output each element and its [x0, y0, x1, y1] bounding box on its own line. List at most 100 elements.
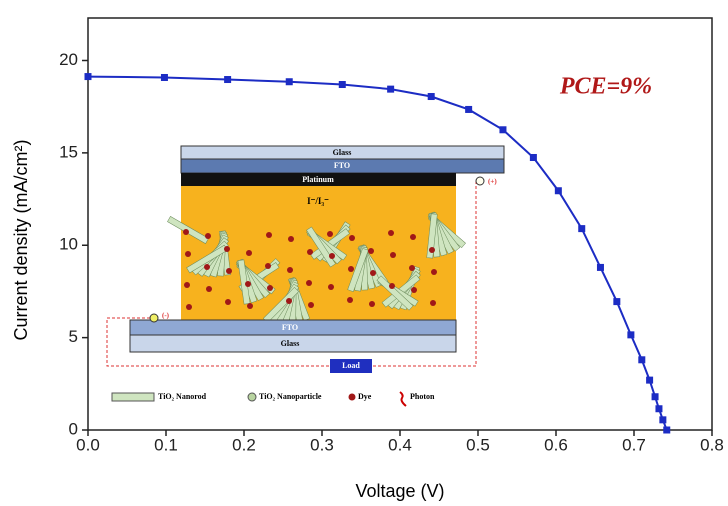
inset-label: FTO — [334, 161, 350, 170]
data-point — [84, 73, 92, 81]
dye — [204, 264, 210, 270]
dye — [225, 299, 231, 305]
legend-swatch — [399, 391, 407, 407]
inset-legend: TiO₂ Nanoparticle — [259, 392, 322, 401]
inset-label: FTO — [282, 323, 298, 332]
nanorod — [306, 226, 336, 268]
dye — [267, 285, 273, 291]
dye — [431, 269, 437, 275]
dye — [327, 231, 333, 237]
inset-legend: TiO₂ Nanorod — [158, 392, 207, 401]
data-point — [529, 153, 537, 161]
data-point — [663, 426, 671, 434]
x-tick-label: 0.5 — [466, 435, 490, 454]
legend-swatch — [247, 392, 257, 402]
dye — [205, 233, 211, 239]
legend-swatch — [111, 392, 155, 402]
inset-label: Glass — [281, 339, 300, 348]
circuit — [372, 181, 477, 367]
dye — [308, 302, 314, 308]
nanorod — [376, 275, 414, 311]
dye — [429, 247, 435, 253]
x-tick-label: 0.1 — [154, 435, 178, 454]
dye — [186, 304, 192, 310]
dye — [349, 235, 355, 241]
inset-label: Platinum — [302, 175, 334, 184]
load-box — [330, 359, 372, 373]
dye — [430, 300, 436, 306]
dye — [247, 303, 253, 309]
data-point — [160, 73, 168, 81]
dye — [368, 248, 374, 254]
data-point — [285, 78, 293, 86]
dye — [369, 301, 375, 307]
data-point — [338, 81, 346, 89]
nanorod — [426, 213, 438, 259]
dye — [348, 266, 354, 272]
data-point — [499, 126, 507, 134]
data-point — [465, 105, 473, 113]
y-tick-label: 10 — [59, 235, 78, 254]
dye — [245, 281, 251, 287]
x-tick-label: 0.4 — [388, 435, 412, 454]
dye — [185, 251, 191, 257]
y-tick-label: 5 — [69, 327, 78, 346]
dye — [224, 246, 230, 252]
data-point — [578, 225, 586, 233]
dye — [388, 230, 394, 236]
data-point — [554, 187, 562, 195]
annotation: PCE=9% — [559, 74, 652, 100]
inset-label: (+) — [488, 178, 497, 186]
dye — [347, 297, 353, 303]
dye — [184, 282, 190, 288]
data-point — [655, 405, 663, 413]
nanorods — [167, 211, 466, 325]
dye — [409, 265, 415, 271]
dye — [286, 298, 292, 304]
terminal — [475, 176, 485, 186]
dye — [411, 287, 417, 293]
y-tick-label: 20 — [59, 50, 78, 69]
dye — [287, 267, 293, 273]
data-point — [646, 376, 654, 384]
x-tick-label: 0.8 — [700, 435, 724, 454]
dye — [183, 229, 189, 235]
dye — [390, 252, 396, 258]
x-tick-label: 0.2 — [232, 435, 256, 454]
x-tick-label: 0.6 — [544, 435, 568, 454]
inset: Glass FTO Platinum I⁻/I₃⁻ FTO Glass Load… — [106, 145, 505, 407]
data-point — [224, 76, 232, 84]
inset-legend: Photon — [410, 392, 435, 401]
data-point — [627, 331, 635, 339]
dye — [329, 253, 335, 259]
y-axis-label: Current density (mA/cm²) — [11, 139, 31, 340]
nanorod — [347, 247, 369, 293]
dye — [389, 283, 395, 289]
data-point — [427, 93, 435, 101]
dye — [410, 234, 416, 240]
dye — [246, 250, 252, 256]
data-point — [659, 416, 667, 424]
data-point — [638, 356, 646, 364]
dye — [265, 263, 271, 269]
inset-label: (-) — [162, 312, 170, 320]
dye — [226, 268, 232, 274]
inset-label: I⁻/I₃⁻ — [307, 196, 329, 206]
legend-swatch — [348, 393, 356, 401]
bottom-glass — [129, 334, 457, 353]
inset-legend: Dye — [358, 392, 372, 401]
terminal — [149, 313, 159, 323]
x-tick-label: 0.0 — [76, 435, 100, 454]
dye — [306, 280, 312, 286]
dye — [206, 286, 212, 292]
data-point — [387, 85, 395, 93]
dye — [266, 232, 272, 238]
inset-label: Glass — [333, 148, 352, 157]
dye — [307, 249, 313, 255]
x-tick-label: 0.7 — [622, 435, 646, 454]
circuit — [106, 317, 330, 367]
inset-label: Load — [342, 361, 360, 370]
dye — [370, 270, 376, 276]
data-point — [651, 393, 659, 401]
